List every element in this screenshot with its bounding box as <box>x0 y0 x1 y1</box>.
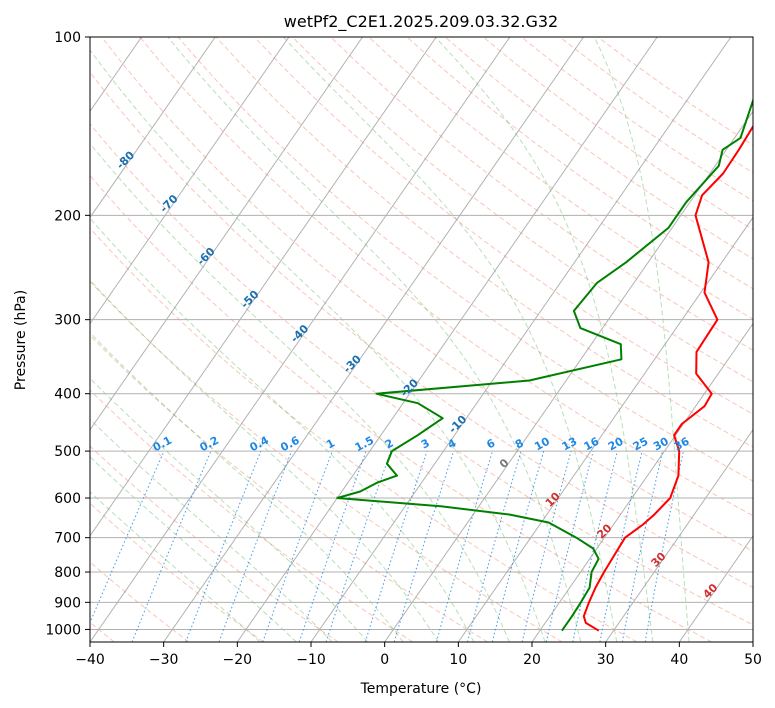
isotherm-line <box>90 37 363 431</box>
moist-adiabat-line <box>90 217 475 642</box>
x-tick-label: −30 <box>149 652 179 668</box>
x-tick-label: 30 <box>597 652 615 668</box>
y-tick-label: 200 <box>54 208 81 224</box>
mixing-ratio-line <box>185 450 262 642</box>
x-axis-ticks: −40 −30 −20 −10 0 10 20 30 40 50 <box>75 642 762 668</box>
mixing-ratio-label: 16 <box>582 435 602 454</box>
mixing-ratio-line <box>364 450 428 642</box>
isotherm-line <box>531 322 753 642</box>
mixing-ratio-line <box>262 450 333 642</box>
x-axis-label: Temperature (°C) <box>360 681 482 697</box>
moist-adiabat-line <box>90 331 404 642</box>
mixing-ratio-label: 25 <box>631 435 651 454</box>
moist-adiabat-line <box>90 49 546 642</box>
moist-adiabat-line <box>90 491 261 642</box>
x-tick-label: −20 <box>223 652 253 668</box>
moist-adiabat-line <box>90 142 510 642</box>
background-lines <box>90 37 753 642</box>
isotherm-line <box>605 428 753 642</box>
temperature-trace <box>582 124 753 632</box>
mixing-ratio-line <box>545 450 594 642</box>
moist-adiabat-line <box>434 37 654 642</box>
dry-adiabat-line <box>368 37 753 320</box>
dewpoint-trace <box>336 97 753 632</box>
dry-adiabat-line <box>90 561 190 642</box>
mixing-ratio-label: 36 <box>672 435 692 454</box>
dry-adiabat-line <box>90 123 753 626</box>
isotherm-line <box>90 37 216 219</box>
moist-adiabat-line <box>90 418 333 642</box>
sounding-traces <box>336 97 753 632</box>
isotherm-line <box>90 37 290 325</box>
dry-adiabat-line <box>330 37 753 351</box>
dry-adiabat-line <box>90 227 638 642</box>
mixing-ratio-label: 10 <box>532 435 552 454</box>
y-tick-label: 400 <box>54 387 81 403</box>
dry-adiabat-line <box>90 280 563 642</box>
isotherm-line <box>90 37 511 642</box>
isotherm-line <box>384 110 753 642</box>
mixing-ratio-line <box>393 450 455 642</box>
x-tick-label: 20 <box>523 652 541 668</box>
x-tick-label: 50 <box>744 652 762 668</box>
dry-adiabat-line <box>90 334 488 642</box>
isotherm-line <box>678 534 753 642</box>
dry-adiabat-line <box>177 37 753 482</box>
mixing-ratio-line <box>218 450 293 642</box>
x-tick-label: 0 <box>380 652 389 668</box>
dry-adiabat-line <box>253 37 753 415</box>
isotherm-line <box>90 37 437 537</box>
y-tick-label: 900 <box>54 595 81 611</box>
mixing-ratio-label: 20 <box>606 435 626 454</box>
mixing-ratio-line <box>599 450 643 642</box>
plot-frame <box>89 36 754 643</box>
dry-adiabat-line <box>90 174 712 642</box>
y-axis-label: Pressure (hPa) <box>13 290 29 390</box>
mixing-ratio-line <box>131 450 212 642</box>
mixing-ratio-line <box>325 450 392 642</box>
mixing-ratio-line <box>491 450 545 642</box>
y-tick-label: 800 <box>54 565 81 581</box>
y-axis-ticks: 100 200 300 400 500 600 700 800 900 1000 <box>45 30 90 638</box>
dry-adiabat-line <box>139 37 753 517</box>
moist-adiabat-line <box>90 279 439 642</box>
x-tick-label: −40 <box>75 652 105 668</box>
x-tick-label: 40 <box>670 652 688 668</box>
moist-adiabat-line <box>593 37 690 642</box>
mixing-ratio-line <box>435 450 493 642</box>
y-tick-label: 500 <box>54 444 81 460</box>
isotherm-line <box>310 37 732 642</box>
y-tick-label: 600 <box>54 491 81 507</box>
mixing-ratio-line <box>572 450 618 642</box>
y-tick-label: 300 <box>54 313 81 329</box>
isotherm-line <box>457 216 753 642</box>
y-tick-label: 1000 <box>45 622 81 638</box>
chart-title: wetPf2_C2E1.2025.209.03.32.G32 <box>284 12 558 32</box>
dry-adiabat-line <box>215 37 753 448</box>
mixing-ratio-line <box>90 450 165 624</box>
mixing-ratio-label: 13 <box>560 435 580 454</box>
dry-adiabat-line <box>406 37 753 290</box>
y-tick-label: 700 <box>54 531 81 547</box>
moist-adiabat-line <box>283 37 618 642</box>
isotherm-line <box>236 37 658 642</box>
x-tick-label: −10 <box>296 652 326 668</box>
mixing-ratio-label: 30 <box>651 435 671 454</box>
isotherm-line <box>163 37 584 642</box>
x-tick-label: 10 <box>449 652 467 668</box>
y-tick-label: 100 <box>54 30 81 46</box>
mixing-ratio-line <box>467 450 522 642</box>
mixing-ratio-line <box>521 450 572 642</box>
